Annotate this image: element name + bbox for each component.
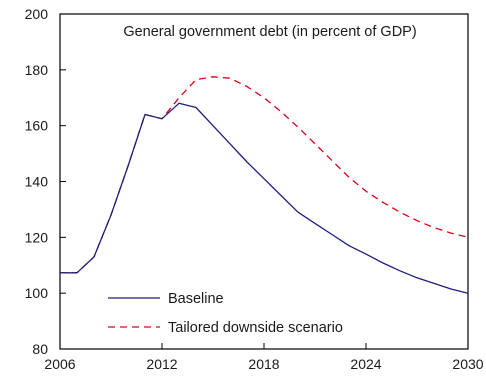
series-line-tailored-downside (60, 76, 469, 274)
axis-ticks: 80 100 120 140 160 180 200 2006 2012 2018 2024 2030 (25, 6, 484, 372)
series-line-baseline (60, 102, 469, 294)
legend-label-baseline: Baseline (168, 291, 224, 307)
y-tick-label: 100 (25, 285, 49, 301)
y-tick-label: 180 (25, 62, 49, 78)
series-lines (60, 76, 469, 294)
y-tick-label: 140 (25, 174, 49, 190)
y-tick-label: 200 (25, 6, 49, 22)
chart-title: General government debt (in percent of G… (123, 24, 416, 40)
x-tick-label: 2006 (44, 356, 75, 372)
y-tick-label: 80 (32, 341, 48, 357)
y-tick-label: 160 (25, 118, 49, 134)
x-tick-label: 2024 (350, 356, 381, 372)
plot-frame (59, 13, 469, 350)
x-tick-label: 2012 (146, 356, 177, 372)
x-tick-label: 2030 (452, 356, 483, 372)
legend: Baseline Tailored downside scenario (108, 291, 343, 336)
y-tick-label: 120 (25, 229, 49, 245)
x-tick-label: 2018 (248, 356, 279, 372)
legend-label-tailored-downside: Tailored downside scenario (168, 320, 343, 336)
